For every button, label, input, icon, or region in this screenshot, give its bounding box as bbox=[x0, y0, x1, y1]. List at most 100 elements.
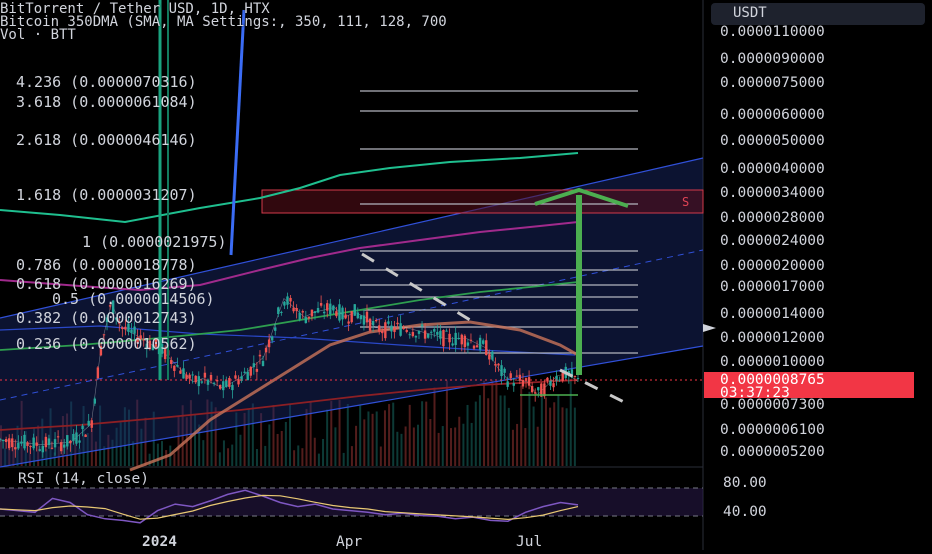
candle-body bbox=[552, 383, 555, 388]
candle-body bbox=[142, 339, 145, 341]
candle-body bbox=[35, 442, 38, 446]
candle-body bbox=[32, 437, 35, 449]
volume-bar bbox=[264, 445, 267, 466]
fib-lines bbox=[360, 90, 638, 354]
channel-upper-line bbox=[0, 157, 704, 319]
candle-body bbox=[249, 366, 252, 376]
candle-body bbox=[99, 346, 103, 356]
volume-bar bbox=[532, 406, 535, 466]
candle-body bbox=[203, 372, 207, 378]
candle-body bbox=[390, 325, 393, 332]
volume-bar bbox=[536, 426, 539, 466]
candle-body bbox=[0, 438, 2, 440]
symbol-title[interactable]: BitTorrent / Tether USD, 1D, HTX bbox=[0, 1, 270, 17]
candle-body bbox=[423, 330, 427, 339]
candle-body bbox=[283, 301, 286, 306]
candle-body bbox=[44, 436, 48, 448]
candle-body bbox=[436, 331, 439, 335]
fib-label: 0.5 (0.0000014506) bbox=[52, 290, 215, 308]
price-tick: 0.0000075000 bbox=[720, 75, 825, 91]
volume-bar bbox=[37, 425, 40, 466]
candle-body bbox=[75, 432, 78, 444]
volume-bar bbox=[127, 409, 130, 466]
candle-body bbox=[555, 375, 558, 381]
candle-body bbox=[576, 378, 580, 380]
price-tick: 0.0000040000 bbox=[720, 161, 825, 177]
candle-body bbox=[399, 323, 402, 336]
candle-body bbox=[405, 330, 408, 332]
volume-bar bbox=[57, 446, 60, 466]
volume-bar bbox=[520, 385, 523, 466]
volume-bar bbox=[383, 410, 386, 466]
axis-marker-icon bbox=[703, 324, 716, 332]
volume-bar bbox=[549, 407, 552, 466]
candle-body bbox=[326, 303, 329, 311]
volume-bar bbox=[466, 404, 469, 466]
candle-body bbox=[344, 314, 347, 319]
candle-body bbox=[439, 330, 442, 339]
candle-body bbox=[442, 329, 445, 347]
candle-body bbox=[515, 375, 519, 377]
price-tick: 0.0000024000 bbox=[720, 233, 825, 249]
volume-bar bbox=[491, 379, 494, 466]
candle-body bbox=[533, 392, 537, 394]
volume-bar bbox=[206, 399, 209, 466]
volume-bar bbox=[313, 437, 316, 466]
price-axis[interactable]: 0.0000110000 0.0000090000 0.0000075000 0… bbox=[720, 24, 825, 460]
volume-bar bbox=[396, 431, 399, 466]
candle-body bbox=[185, 374, 188, 380]
candle-body bbox=[84, 434, 87, 437]
candle-body bbox=[215, 380, 219, 382]
candle-body bbox=[426, 333, 430, 338]
candle-body bbox=[478, 337, 482, 350]
candle-body bbox=[179, 370, 182, 374]
candle-body bbox=[417, 330, 421, 334]
volume-bar bbox=[123, 407, 126, 466]
volume-bar bbox=[222, 440, 225, 466]
fib-label: 1.618 (0.0000031207) bbox=[16, 186, 197, 204]
candle-body bbox=[127, 323, 130, 332]
candle-body bbox=[365, 311, 369, 323]
projection-dash-1 bbox=[361, 252, 471, 322]
rsi-band bbox=[0, 488, 703, 516]
candle-body bbox=[194, 375, 197, 383]
candle-body bbox=[338, 304, 341, 321]
candle-body bbox=[222, 381, 225, 391]
candle-body bbox=[11, 438, 14, 448]
candle-body bbox=[47, 438, 51, 446]
volume-bar bbox=[450, 428, 453, 466]
fib-label: 0.382 (0.0000012743) bbox=[16, 309, 197, 327]
candle-body bbox=[460, 334, 463, 345]
volume-bar bbox=[499, 395, 502, 466]
volume-bar bbox=[107, 434, 110, 466]
indicator-label[interactable]: Bitcoin 350DMA (SMA, MA Settings:, 350, … bbox=[0, 14, 447, 30]
price-tick: 0.0000060000 bbox=[720, 107, 825, 123]
candle-body bbox=[503, 368, 506, 373]
volume-bar bbox=[528, 391, 531, 466]
fib-label: 1 (0.0000021975) bbox=[82, 233, 227, 251]
volume-bar bbox=[326, 409, 329, 466]
volume-label[interactable]: Vol · BTT bbox=[0, 27, 76, 43]
volume-bar bbox=[516, 423, 519, 466]
volume-bar bbox=[433, 387, 436, 466]
ma-350-teal bbox=[0, 152, 579, 224]
ma-orange bbox=[129, 320, 579, 472]
candle-body bbox=[374, 319, 378, 322]
volume-bar bbox=[8, 441, 11, 466]
projection-dash-2 bbox=[559, 368, 631, 407]
currency-selector[interactable]: USDT bbox=[711, 3, 925, 25]
volume-bar bbox=[309, 402, 312, 466]
candle-body bbox=[313, 311, 317, 313]
candle-body bbox=[29, 445, 32, 447]
candle-body bbox=[163, 348, 167, 360]
volume-bar bbox=[412, 427, 415, 466]
candle-body bbox=[148, 340, 152, 350]
candle-body bbox=[521, 379, 525, 387]
candle-body bbox=[231, 384, 234, 391]
fib-label: 4.236 (0.0000070316) bbox=[16, 73, 197, 91]
candle-body bbox=[518, 374, 522, 381]
ma-111-magenta bbox=[0, 221, 579, 292]
candle-body bbox=[87, 420, 90, 426]
